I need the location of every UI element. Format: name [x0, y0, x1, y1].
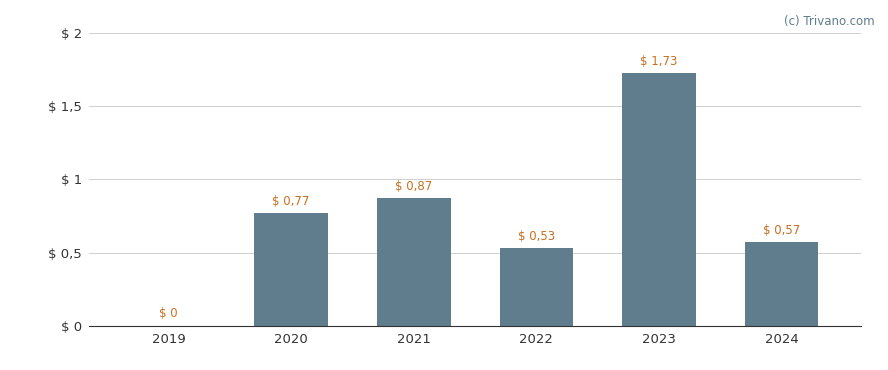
Bar — [622, 73, 696, 326]
Bar — [377, 198, 450, 326]
Text: $ 0: $ 0 — [159, 307, 178, 320]
Text: $ 0,77: $ 0,77 — [273, 195, 310, 208]
Text: $ 0,57: $ 0,57 — [763, 224, 800, 237]
Bar — [745, 242, 819, 326]
Text: $ 0,53: $ 0,53 — [518, 230, 555, 243]
Bar — [500, 248, 573, 326]
Text: $ 0,87: $ 0,87 — [395, 180, 432, 193]
Bar — [254, 213, 328, 326]
Text: (c) Trivano.com: (c) Trivano.com — [784, 15, 875, 28]
Text: $ 1,73: $ 1,73 — [640, 54, 678, 68]
